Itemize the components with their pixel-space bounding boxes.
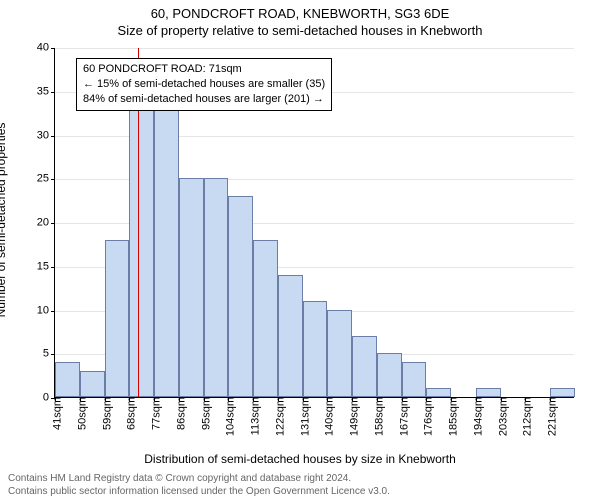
footer-attribution: Contains HM Land Registry data © Crown c… bbox=[0, 473, 600, 498]
xtick-label: 221sqm bbox=[542, 397, 559, 436]
ytick-label: 10 bbox=[23, 305, 55, 316]
xtick-label: 158sqm bbox=[368, 397, 385, 436]
histogram-bar bbox=[80, 371, 105, 397]
histogram-bar bbox=[303, 301, 328, 397]
histogram-bar bbox=[278, 275, 303, 398]
xtick-label: 131sqm bbox=[294, 397, 311, 436]
xtick-label: 212sqm bbox=[517, 397, 534, 436]
histogram-bar bbox=[253, 240, 278, 398]
x-axis-label: Distribution of semi-detached houses by … bbox=[0, 452, 600, 466]
xtick-label: 86sqm bbox=[170, 397, 187, 430]
ytick-label: 35 bbox=[23, 86, 55, 97]
chart-plot-area: 051015202530354041sqm50sqm59sqm68sqm77sq… bbox=[54, 48, 574, 398]
xtick-label: 59sqm bbox=[96, 397, 113, 430]
histogram-bar bbox=[204, 178, 229, 397]
ytick-label: 5 bbox=[23, 349, 55, 360]
xtick-label: 122sqm bbox=[269, 397, 286, 436]
xtick-label: 194sqm bbox=[467, 397, 484, 436]
footer-line-2: Contains public sector information licen… bbox=[8, 486, 592, 499]
y-axis-label: Number of semi-detached properties bbox=[0, 123, 8, 318]
histogram-bar bbox=[154, 108, 179, 397]
ytick-label: 25 bbox=[23, 174, 55, 185]
ytick-label: 40 bbox=[23, 43, 55, 54]
annotation-line-1: 60 PONDCROFT ROAD: 71sqm bbox=[83, 62, 325, 77]
xtick-label: 50sqm bbox=[71, 397, 88, 430]
xtick-label: 95sqm bbox=[195, 397, 212, 430]
annotation-line-3: 84% of semi-detached houses are larger (… bbox=[83, 92, 325, 107]
gridline bbox=[55, 48, 574, 49]
histogram-bar bbox=[476, 388, 501, 397]
xtick-label: 68sqm bbox=[121, 397, 138, 430]
histogram-bar bbox=[55, 362, 80, 397]
histogram-bar bbox=[352, 336, 377, 397]
xtick-label: 185sqm bbox=[443, 397, 460, 436]
xtick-label: 203sqm bbox=[492, 397, 509, 436]
xtick-label: 167sqm bbox=[393, 397, 410, 436]
histogram-bar bbox=[327, 310, 352, 398]
histogram-bar bbox=[377, 353, 402, 397]
ytick-label: 20 bbox=[23, 218, 55, 229]
xtick-label: 77sqm bbox=[146, 397, 163, 430]
chart-title-sub: Size of property relative to semi-detach… bbox=[0, 21, 600, 38]
histogram-bar bbox=[105, 240, 130, 398]
histogram-bar bbox=[426, 388, 451, 397]
xtick-label: 140sqm bbox=[319, 397, 336, 436]
histogram-bar bbox=[129, 108, 154, 397]
histogram-bar bbox=[228, 196, 253, 397]
annotation-line-2: ← 15% of semi-detached houses are smalle… bbox=[83, 77, 325, 92]
chart-title-main: 60, PONDCROFT ROAD, KNEBWORTH, SG3 6DE bbox=[0, 0, 600, 21]
xtick-label: 104sqm bbox=[220, 397, 237, 436]
xtick-label: 176sqm bbox=[418, 397, 435, 436]
xtick-label: 113sqm bbox=[245, 397, 262, 435]
ytick-label: 15 bbox=[23, 261, 55, 272]
xtick-label: 41sqm bbox=[47, 397, 64, 430]
histogram-bar bbox=[179, 178, 204, 397]
footer-line-1: Contains HM Land Registry data © Crown c… bbox=[8, 473, 592, 486]
xtick-label: 149sqm bbox=[344, 397, 361, 436]
annotation-box: 60 PONDCROFT ROAD: 71sqm ← 15% of semi-d… bbox=[76, 58, 332, 111]
ytick-label: 30 bbox=[23, 130, 55, 141]
histogram-bar bbox=[550, 388, 575, 397]
histogram-bar bbox=[402, 362, 427, 397]
